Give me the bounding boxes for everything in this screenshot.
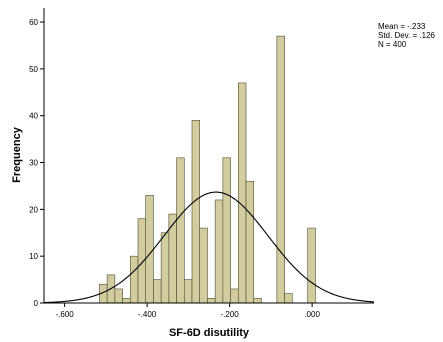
x-tick-label: -.200 [221, 310, 240, 319]
histogram-bar [222, 157, 231, 304]
normal-curve [43, 191, 375, 304]
histogram-bar [153, 279, 162, 304]
histogram-bar [237, 82, 247, 304]
histogram-bar [307, 227, 316, 304]
x-tick-label: .000 [304, 310, 320, 319]
x-tick-label: -.600 [56, 310, 75, 319]
histogram-bar [137, 218, 147, 304]
histogram-bars [99, 35, 316, 304]
histogram-bar [230, 288, 239, 304]
n-label: N = 400 [378, 40, 407, 49]
y-tick-label: 30 [29, 159, 38, 168]
y-axis-ticks: 0 10 20 30 40 50 60 [29, 18, 44, 308]
y-tick-label: 50 [29, 65, 38, 74]
histogram-bar [176, 157, 185, 304]
y-tick-label: 0 [34, 299, 39, 308]
histogram-bar [114, 288, 123, 304]
mean-label: Mean = -.233 [378, 22, 426, 31]
x-axis-title: SF-6D disutility [169, 327, 250, 339]
histogram-bar [129, 255, 139, 304]
std-dev-label: Std. Dev. = .126 [378, 31, 435, 40]
histogram-bar [276, 35, 285, 304]
x-axis-ticks: -.600 -.400 -.200 .000 [56, 303, 320, 319]
histogram-bar [245, 180, 255, 304]
histogram-bar [214, 199, 224, 304]
histogram-bar [191, 120, 201, 304]
statistics-legend: Mean = -.233 Std. Dev. = .126 N = 400 [378, 22, 435, 49]
y-axis-title: Frequency [11, 126, 23, 183]
y-tick-label: 20 [29, 205, 38, 214]
histogram-bar [183, 279, 193, 304]
histogram-bar [122, 298, 131, 304]
y-tick-label: 10 [29, 252, 38, 261]
histogram-bar [145, 195, 154, 304]
histogram-bar [199, 227, 208, 304]
y-tick-label: 60 [29, 18, 38, 27]
histogram-bar [160, 232, 170, 304]
histogram-bar [284, 293, 293, 304]
y-tick-label: 40 [29, 112, 38, 121]
histogram-bar [207, 298, 216, 304]
histogram-bar [253, 298, 262, 304]
x-tick-label: -.400 [138, 310, 157, 319]
